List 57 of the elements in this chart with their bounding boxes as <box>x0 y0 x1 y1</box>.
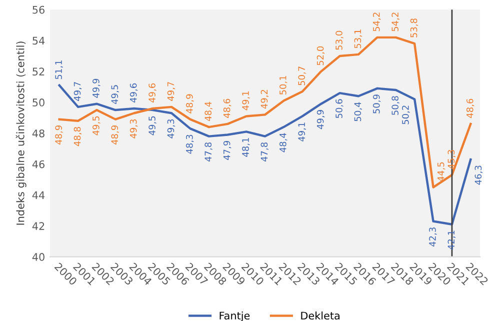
y-tick-label: 48 <box>32 129 44 138</box>
y-tick-label: 52 <box>32 68 44 76</box>
data-label: 46,3 <box>474 166 483 185</box>
data-label: 47,8 <box>260 142 269 162</box>
data-label: 47,8 <box>204 142 212 162</box>
data-label: 50,1 <box>279 76 288 95</box>
y-axis-title: Indeks gibalne učinkovitosti (centil) <box>16 42 26 225</box>
data-label: 49,7 <box>74 82 82 101</box>
y-tick-label: 40 <box>32 253 44 261</box>
data-label: 49,5 <box>148 116 156 136</box>
y-tick-label: 42 <box>32 222 44 230</box>
data-label: 49,7 <box>167 82 176 101</box>
data-label: 54,2 <box>372 12 381 32</box>
data-label: 53,8 <box>410 18 418 38</box>
data-label: 42,3 <box>429 228 437 246</box>
data-label: 49,9 <box>316 110 325 130</box>
data-label: 54,2 <box>392 12 400 32</box>
y-tick-label: 44 <box>32 191 45 199</box>
data-label: 50,2 <box>402 106 410 124</box>
data-label: 48,8 <box>74 127 82 146</box>
data-label: 49,6 <box>130 83 138 102</box>
data-label: 53,1 <box>354 30 362 48</box>
y-tick-label: 50 <box>32 98 44 106</box>
data-label: 42,1 <box>448 230 456 250</box>
data-label: 49,3 <box>130 119 138 138</box>
data-label: 52,0 <box>316 46 325 66</box>
data-label: 49,5 <box>111 85 119 104</box>
data-label: 48,3 <box>186 134 194 154</box>
data-label: 48,9 <box>186 94 194 114</box>
data-label: 48,6 <box>466 98 474 118</box>
data-label: 48,6 <box>223 98 232 118</box>
data-label: 48,9 <box>111 126 119 145</box>
data-label: 44,5 <box>438 162 446 182</box>
y-tick-label: 46 <box>32 160 44 168</box>
data-label: 47,9 <box>223 140 232 160</box>
data-label: 49,2 <box>260 90 269 109</box>
data-label: 48,4 <box>204 102 212 122</box>
data-label: 48,1 <box>242 138 250 157</box>
data-label: 50,9 <box>372 94 381 114</box>
data-label: 50,8 <box>392 96 400 115</box>
data-label: 48,4 <box>279 133 288 152</box>
data-label: 50,4 <box>354 102 362 122</box>
data-label: 53,0 <box>336 30 344 50</box>
data-label: 50,7 <box>298 66 306 86</box>
data-label: 51,1 <box>55 60 63 80</box>
data-label: 49,5 <box>92 116 100 136</box>
legend-label: Dekleta <box>301 311 340 320</box>
y-tick-label: 54 <box>32 36 45 45</box>
data-label: 49,3 <box>167 119 176 138</box>
data-label: 50,6 <box>336 99 344 118</box>
data-label: 49,1 <box>298 122 306 142</box>
data-label: 49,6 <box>148 83 156 102</box>
data-label: 45,3 <box>448 150 456 169</box>
data-label: 49,9 <box>92 78 100 98</box>
data-label: 49,1 <box>242 91 250 110</box>
data-label: 48,9 <box>55 126 63 145</box>
y-tick-label: 56 <box>32 6 44 14</box>
